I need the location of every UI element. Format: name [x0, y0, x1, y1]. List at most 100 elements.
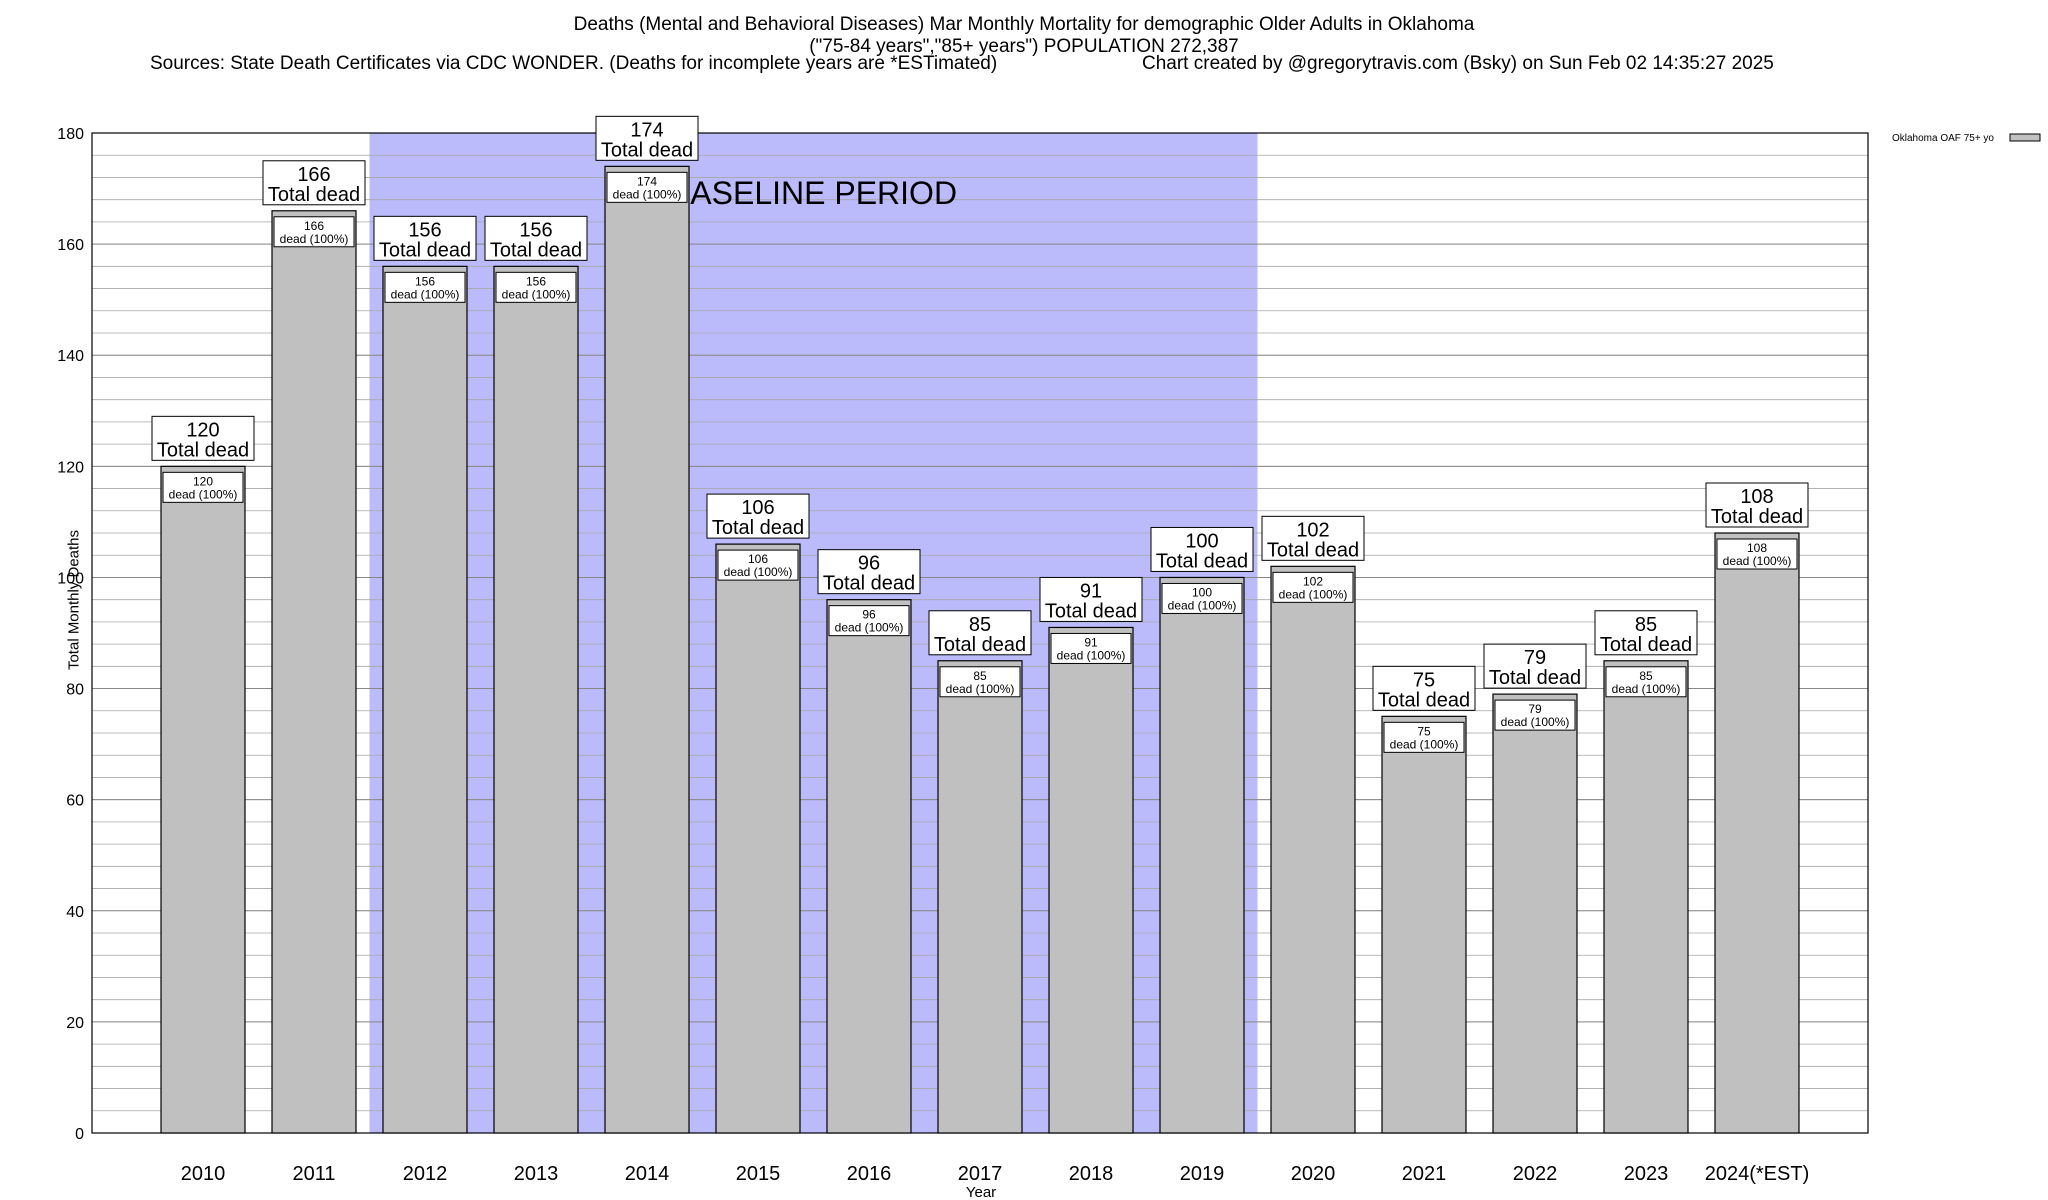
bar [1048, 626, 1134, 1134]
inner-percent-label: dead (100%) [169, 487, 238, 501]
total-text-label: Total dead [1711, 506, 1803, 528]
inner-percent-label: dead (100%) [280, 232, 349, 246]
chart-title: Deaths (Mental and Behavioral Diseases) … [573, 14, 1475, 35]
legend-swatch [2009, 133, 2041, 142]
total-label-box [1261, 515, 1365, 561]
total-label-box [484, 215, 588, 261]
x-tick-label: 2018 [1069, 1163, 1114, 1185]
total-label-box [1483, 643, 1587, 689]
total-text-label: Total dead [823, 573, 915, 595]
inner-value-label: 102 [1303, 574, 1323, 588]
y-tick-label: 60 [66, 793, 84, 810]
total-label-box [1150, 526, 1254, 572]
total-label-box [1372, 665, 1476, 711]
inner-value-label: 96 [862, 608, 876, 622]
total-label-box [1705, 482, 1809, 528]
total-value-label: 75 [1413, 669, 1435, 691]
x-tick-label: 2019 [1180, 1163, 1225, 1185]
total-text-label: Total dead [490, 239, 582, 261]
bar [715, 543, 801, 1134]
x-tick-label: 2016 [847, 1163, 892, 1185]
inner-label-box [1272, 571, 1354, 603]
y-tick-label: 160 [57, 237, 84, 254]
total-text-label: Total dead [1045, 600, 1137, 622]
inner-label-box [384, 271, 466, 303]
y-tick-label: 120 [57, 459, 84, 476]
y-tick-label: 100 [57, 570, 84, 587]
y-tick-label: 20 [66, 1015, 84, 1032]
x-tick-label: 2014 [625, 1163, 670, 1185]
total-label-box [817, 549, 921, 595]
x-tick-label: 2010 [181, 1163, 226, 1185]
inner-value-label: 156 [526, 274, 546, 288]
total-text-label: Total dead [1489, 667, 1581, 689]
bar [1492, 693, 1578, 1134]
inner-value-label: 106 [748, 552, 768, 566]
total-value-label: 79 [1524, 647, 1546, 669]
total-value-label: 85 [969, 614, 991, 636]
inner-percent-label: dead (100%) [724, 565, 793, 579]
bar [271, 210, 357, 1134]
inner-value-label: 85 [1639, 669, 1653, 683]
x-tick-label: 2020 [1291, 1163, 1336, 1185]
x-tick-label: 2024(*EST) [1705, 1163, 1810, 1185]
inner-value-label: 156 [415, 274, 435, 288]
total-text-label: Total dead [268, 184, 360, 206]
y-tick-label: 0 [75, 1126, 84, 1143]
bar [937, 660, 1023, 1134]
x-tick-label: 2023 [1624, 1163, 1669, 1185]
y-tick-label: 140 [57, 348, 84, 365]
total-value-label: 91 [1080, 580, 1102, 602]
inner-percent-label: dead (100%) [613, 187, 682, 201]
total-label-box [1039, 576, 1143, 622]
inner-label-box [1605, 666, 1687, 698]
inner-label-box [717, 549, 799, 581]
inner-percent-label: dead (100%) [1501, 715, 1570, 729]
total-text-label: Total dead [379, 239, 471, 261]
inner-value-label: 75 [1417, 724, 1431, 738]
total-label-box [928, 610, 1032, 656]
x-tick-label: 2013 [514, 1163, 559, 1185]
y-tick-label: 180 [57, 126, 84, 143]
total-value-label: 85 [1635, 614, 1657, 636]
inner-label-box [162, 471, 244, 503]
x-tick-label: 2011 [292, 1163, 335, 1185]
inner-label-box [495, 271, 577, 303]
inner-label-box [1494, 699, 1576, 731]
bar [1381, 715, 1467, 1134]
inner-value-label: 85 [973, 669, 987, 683]
inner-percent-label: dead (100%) [1390, 737, 1459, 751]
inner-value-label: 174 [637, 174, 657, 188]
total-value-label: 166 [297, 164, 330, 186]
total-label-box [151, 415, 255, 461]
inner-value-label: 91 [1084, 635, 1098, 649]
total-text-label: Total dead [157, 439, 249, 461]
inner-percent-label: dead (100%) [1723, 554, 1792, 568]
inner-label-box [273, 216, 355, 248]
inner-label-box [828, 605, 910, 637]
x-tick-label: 2022 [1513, 1163, 1558, 1185]
total-text-label: Total dead [934, 634, 1026, 656]
inner-value-label: 108 [1747, 541, 1767, 555]
bar [604, 165, 690, 1134]
inner-label-box [1161, 582, 1243, 614]
baseline-label: BASELINE PERIOD [669, 175, 957, 211]
inner-label-box [606, 171, 688, 203]
sources-note: Sources: State Death Certificates via CD… [150, 53, 998, 74]
inner-percent-label: dead (100%) [391, 287, 460, 301]
chart-subtitle: ("75-84 years","85+ years") POPULATION 2… [809, 36, 1239, 57]
inner-value-label: 120 [193, 474, 213, 488]
inner-label-box [1716, 538, 1798, 570]
inner-label-box [1050, 632, 1132, 664]
bar [493, 265, 579, 1134]
x-tick-label: 2015 [736, 1163, 781, 1185]
x-axis-label: Year [966, 1184, 996, 1200]
total-text-label: Total dead [1267, 539, 1359, 561]
total-text-label: Total dead [1600, 634, 1692, 656]
y-tick-label: 40 [66, 904, 84, 921]
x-tick-label: 2021 [1402, 1163, 1447, 1185]
total-value-label: 156 [408, 219, 441, 241]
bar [382, 265, 468, 1134]
y-tick-label: 80 [66, 682, 84, 699]
x-tick-label: 2012 [403, 1163, 448, 1185]
